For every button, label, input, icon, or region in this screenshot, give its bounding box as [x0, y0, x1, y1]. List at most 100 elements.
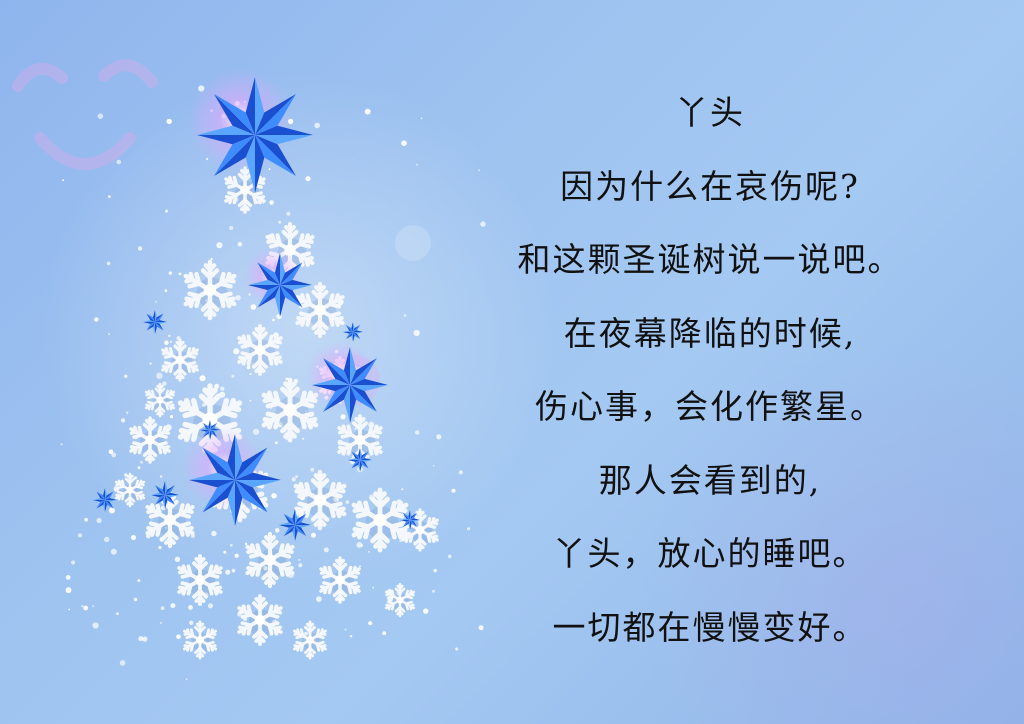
snow-dot — [155, 300, 157, 303]
snow-dot — [276, 313, 282, 320]
snow-dot — [68, 608, 71, 611]
snow-dot — [189, 620, 194, 625]
snow-dot — [401, 140, 407, 146]
snow-dot — [210, 257, 213, 261]
snow-dot — [250, 304, 257, 310]
snow-dot — [234, 553, 239, 558]
snow-dot — [159, 475, 163, 478]
blue-star — [306, 341, 388, 423]
snow-dot — [231, 568, 236, 573]
snow-dot — [420, 117, 423, 120]
snow-dot — [423, 608, 429, 614]
snow-dot — [211, 530, 217, 537]
snowflake — [144, 382, 176, 418]
snow-dot — [372, 586, 375, 589]
snow-dot — [432, 589, 435, 593]
snow-dot — [433, 568, 437, 573]
blue-star — [348, 448, 372, 472]
snowflake — [293, 469, 347, 531]
snow-dot — [94, 317, 99, 322]
snow-dot — [340, 414, 346, 420]
snowflake — [161, 338, 199, 382]
snowflake — [145, 491, 195, 549]
snow-dot — [359, 565, 362, 568]
snow-dot — [298, 558, 301, 561]
snow-dot — [168, 271, 172, 275]
snow-dot — [185, 678, 188, 680]
snow-dot — [268, 168, 271, 171]
snow-dot — [170, 415, 174, 419]
blue-star — [343, 322, 363, 342]
snow-dot — [249, 399, 252, 402]
snow-dot — [272, 318, 275, 322]
snow-dot — [110, 548, 117, 555]
snow-dot — [199, 375, 206, 382]
snow-dot — [108, 507, 115, 514]
snow-dot — [71, 560, 76, 565]
snow-dot — [84, 517, 88, 522]
snow-dot — [124, 374, 128, 378]
snow-dot — [416, 163, 419, 166]
snow-dot — [65, 587, 72, 594]
snowflake — [183, 259, 237, 321]
snow-dot — [178, 272, 182, 276]
snow-dot — [140, 460, 143, 464]
blue-star — [188, 68, 313, 193]
snow-dot — [168, 334, 171, 338]
snow-dot — [316, 596, 322, 602]
snow-dot — [333, 496, 339, 502]
snow-dot — [432, 464, 435, 467]
snow-dot — [285, 377, 289, 381]
snow-dot — [119, 660, 126, 666]
snow-dot — [478, 169, 480, 171]
poem-line-5: 伤心事，会化作繁星。 — [535, 387, 885, 426]
snow-dot — [274, 441, 278, 445]
snow-dot — [237, 241, 243, 247]
snow-dot — [165, 526, 168, 529]
snow-dot — [165, 209, 169, 213]
snow-dot — [229, 225, 234, 231]
snow-dot — [344, 628, 347, 631]
blue-star — [279, 509, 311, 541]
poem-line-1: 丫头 — [675, 93, 745, 132]
snow-dot — [121, 418, 126, 423]
snow-dot — [138, 636, 144, 642]
snow-dot — [188, 605, 193, 610]
snow-dot — [108, 333, 110, 336]
snow-dots — [60, 85, 486, 680]
snow-dot — [166, 118, 172, 125]
snow-dot — [436, 434, 442, 440]
snow-dot — [220, 386, 225, 391]
snow-dot — [104, 536, 110, 543]
snow-dot — [205, 299, 209, 302]
snow-dot — [207, 603, 214, 609]
snowflake — [182, 620, 218, 660]
snow-dot — [447, 554, 452, 559]
blue-star — [400, 510, 420, 530]
snow-dot — [229, 543, 233, 547]
snow-dot — [164, 289, 168, 292]
blue-star — [151, 481, 179, 509]
snowflake — [351, 487, 409, 553]
blue-star — [93, 488, 117, 512]
poem-line-4: 在夜幕降临的时候, — [563, 313, 857, 353]
snow-dot — [225, 569, 231, 575]
snow-dot — [354, 428, 357, 430]
snow-dot — [235, 295, 241, 301]
snow-dot — [305, 410, 307, 413]
snow-dot — [414, 430, 420, 435]
snow-dot — [116, 159, 122, 165]
snow-dot — [233, 348, 240, 355]
snow-dot — [275, 528, 280, 533]
snow-dot — [364, 108, 371, 115]
snow-dot — [310, 467, 315, 472]
snow-dot — [142, 636, 148, 642]
poem-line-3: 和这颗圣诞树说一说吧。 — [517, 240, 903, 279]
poem-line-2: 因为什么在哀伤呢? — [560, 166, 860, 206]
snowflakes — [114, 166, 439, 660]
snow-dot — [97, 113, 104, 119]
snow-dot — [92, 605, 95, 608]
snow-dot — [60, 443, 63, 446]
snow-dot — [345, 500, 350, 504]
snow-dot — [305, 176, 311, 182]
